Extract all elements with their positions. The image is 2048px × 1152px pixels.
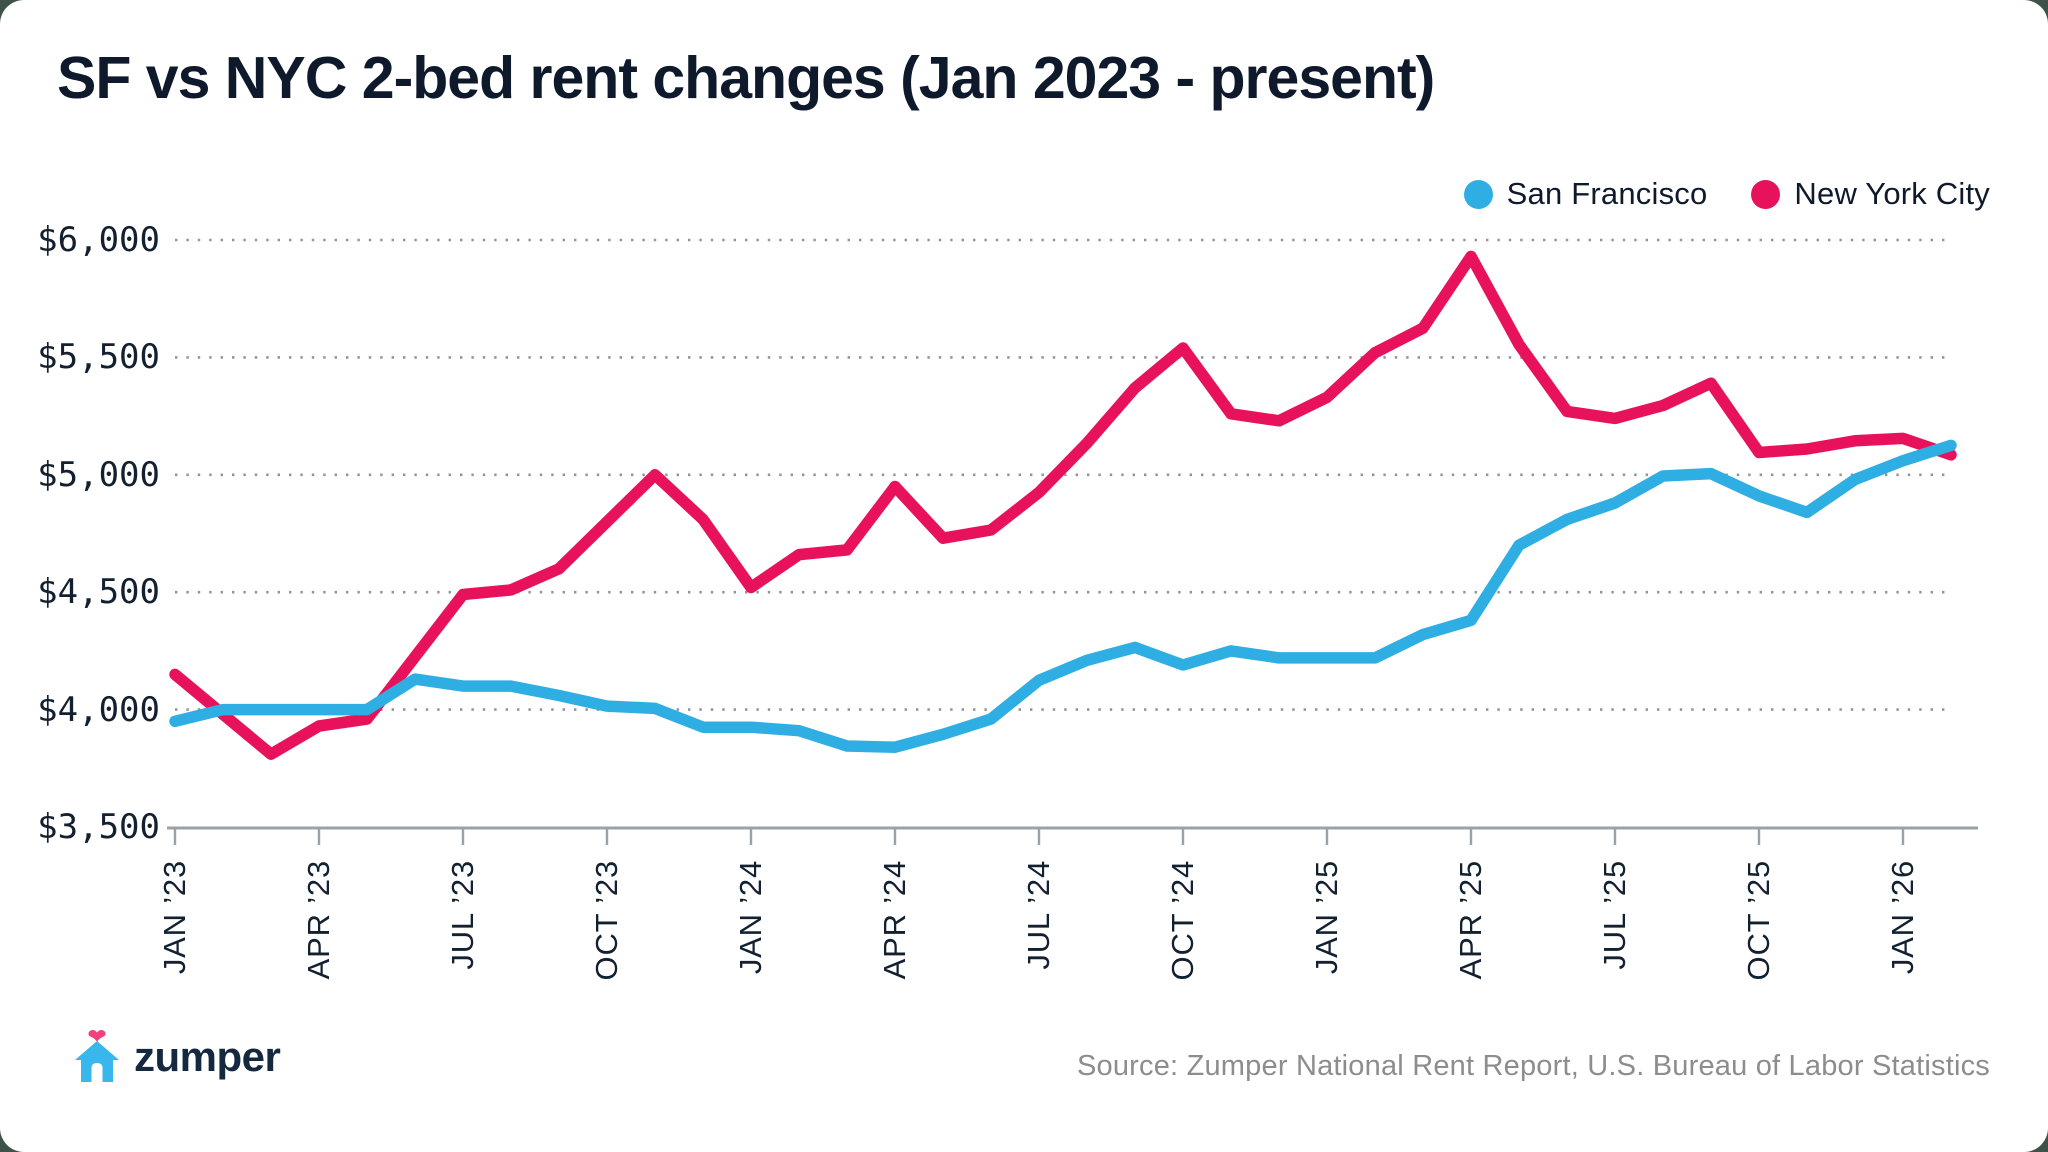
x-tick-label: JAN ’26: [1885, 860, 1920, 975]
x-tick-label: OCT ’24: [1165, 860, 1200, 981]
chart-title: SF vs NYC 2-bed rent changes (Jan 2023 -…: [57, 45, 1435, 111]
series-line-san-francisco: [169, 439, 1957, 753]
legend: San Francisco New York City: [1463, 176, 1990, 212]
logo-text: zumper: [134, 1033, 281, 1080]
y-tick-label: $4,500: [37, 572, 160, 613]
y-tick-label: $3,500: [37, 807, 160, 847]
x-tick-label: APR ’25: [1453, 860, 1488, 980]
legend-label-new-york-city: New York City: [1794, 176, 1990, 211]
legend-item-new-york-city: New York City: [1751, 176, 1990, 212]
y-tick-label: $5,500: [37, 337, 160, 378]
legend-dot-new-york-city-icon: [1751, 179, 1781, 209]
x-tick-label: APR ’24: [877, 860, 912, 980]
house-door: [91, 1063, 103, 1082]
y-tick-label: $5,000: [37, 454, 160, 495]
x-tick-label: JAN ’23: [157, 860, 192, 975]
x-tick-label: JAN ’24: [733, 860, 768, 975]
legend-item-san-francisco: San Francisco: [1463, 176, 1708, 212]
house-body: [75, 1041, 119, 1082]
x-tick-label: JAN ’25: [1309, 860, 1344, 975]
x-tick-label: JUL ’25: [1597, 860, 1632, 970]
y-tick-label: $4,000: [37, 689, 160, 730]
x-tick-label: JUL ’23: [445, 860, 480, 970]
zumper-logo: zumper: [72, 1030, 281, 1084]
legend-dot-san-francisco-icon: [1463, 179, 1493, 209]
source-text: Source: Zumper National Rent Report, U.S…: [1076, 1050, 1990, 1082]
x-tick-label: JUL ’24: [1021, 860, 1056, 970]
x-tick-label: APR ’23: [301, 860, 336, 980]
heart-icon: [88, 1030, 106, 1042]
house-icon: [75, 1030, 119, 1082]
x-tick-label: OCT ’23: [589, 860, 624, 981]
legend-label-san-francisco: San Francisco: [1506, 176, 1708, 211]
series-line-new-york-city: [169, 250, 1957, 760]
x-tick-label: OCT ’25: [1741, 860, 1776, 981]
y-tick-label: $6,000: [37, 220, 160, 260]
